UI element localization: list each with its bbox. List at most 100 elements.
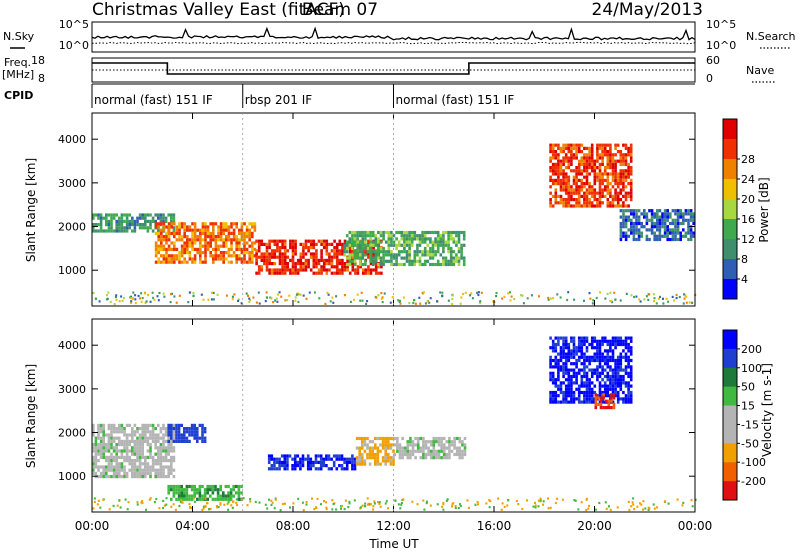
power-cell xyxy=(640,231,643,235)
power-cell xyxy=(276,268,279,272)
velocity-cell xyxy=(170,505,173,508)
velocity-cell xyxy=(567,342,571,347)
velocity-cell xyxy=(652,503,655,506)
power-cell xyxy=(457,230,461,235)
velocity-cell xyxy=(557,394,560,398)
power-cell xyxy=(183,235,186,239)
power-cell xyxy=(325,262,329,266)
power-cell xyxy=(593,175,597,179)
power-cell xyxy=(403,262,406,267)
velocity-cell xyxy=(157,433,160,437)
velocity-cell xyxy=(319,467,323,471)
velocity-cell xyxy=(116,504,119,507)
velocity-cell xyxy=(588,355,591,359)
velocity-cell xyxy=(361,456,364,460)
velocity-cell xyxy=(107,439,111,443)
power-cell xyxy=(107,226,111,230)
power-cell xyxy=(624,191,628,195)
power-cell xyxy=(289,246,292,250)
velocity-cell xyxy=(358,446,361,450)
power-cell xyxy=(627,172,630,176)
velocity-cell xyxy=(185,497,189,501)
velocity-cell xyxy=(387,443,390,447)
colorbar-tick-label: 28 xyxy=(741,153,755,166)
velocity-cell xyxy=(227,494,230,498)
velocity-cell xyxy=(614,368,617,372)
power-cell xyxy=(676,237,680,242)
velocity-cell xyxy=(564,397,568,401)
velocity-cell xyxy=(627,355,630,359)
velocity-cell xyxy=(283,460,287,464)
power-cell xyxy=(630,225,633,229)
velocity-cell xyxy=(149,433,152,437)
velocity-cell xyxy=(562,362,565,366)
power-cell xyxy=(307,239,310,243)
power-cell xyxy=(180,254,184,258)
power-cell xyxy=(382,230,385,235)
power-cell xyxy=(255,271,258,275)
velocity-cell xyxy=(585,387,589,391)
power-cell xyxy=(268,246,271,250)
power-cell xyxy=(173,254,176,258)
power-cell xyxy=(395,253,398,257)
velocity-cell xyxy=(267,467,271,471)
velocity-cell xyxy=(170,484,173,489)
power-cell xyxy=(554,166,558,170)
velocity-cell xyxy=(598,381,602,385)
power-cell xyxy=(585,198,589,202)
velocity-cell xyxy=(368,462,372,466)
velocity-cell xyxy=(557,400,560,404)
velocity-cell xyxy=(373,500,376,503)
power-cell xyxy=(416,246,419,251)
velocity-cell xyxy=(448,446,451,450)
power-cell xyxy=(449,253,453,257)
power-cell xyxy=(598,153,602,157)
power-cell xyxy=(379,230,383,235)
velocity-cell xyxy=(655,506,658,509)
velocity-cell xyxy=(229,488,233,492)
power-cell xyxy=(606,185,610,189)
power-cell xyxy=(379,246,383,251)
power-cell xyxy=(238,254,241,258)
power-cell xyxy=(167,231,171,235)
velocity-cell xyxy=(136,427,139,431)
power-cell xyxy=(115,213,118,217)
power-cell xyxy=(408,240,411,244)
power-cell xyxy=(382,246,385,251)
colorbar-tick-label: 12 xyxy=(741,233,755,246)
velocity-cell xyxy=(611,400,615,404)
power-cell xyxy=(211,291,213,294)
power-cell xyxy=(619,159,623,163)
velocity-cell xyxy=(94,462,98,466)
velocity-cell xyxy=(185,436,189,440)
velocity-cell xyxy=(593,390,597,395)
power-cell xyxy=(374,271,378,275)
power-cell xyxy=(564,175,568,179)
velocity-cell xyxy=(425,502,428,505)
power-cell xyxy=(92,213,95,217)
velocity-cell xyxy=(396,446,399,450)
power-cell xyxy=(130,297,133,300)
velocity-cell xyxy=(590,394,594,398)
power-cell xyxy=(345,234,349,238)
power-cell xyxy=(240,238,244,242)
velocity-cell xyxy=(603,336,607,340)
power-cell xyxy=(551,172,555,176)
power-cell xyxy=(606,166,610,170)
power-cell xyxy=(240,251,244,255)
power-cell xyxy=(170,241,173,245)
power-cell xyxy=(356,293,359,296)
power-cell xyxy=(364,268,368,272)
velocity-cell xyxy=(374,459,377,463)
power-cell xyxy=(643,212,646,216)
velocity-cell xyxy=(128,423,131,427)
velocity-cell xyxy=(601,378,604,382)
power-cell xyxy=(206,247,210,251)
velocity-cell xyxy=(283,464,287,468)
velocity-cell xyxy=(570,339,573,343)
velocity-cell xyxy=(575,365,578,369)
power-cell xyxy=(410,234,414,238)
power-cell xyxy=(325,258,329,262)
velocity-cell xyxy=(202,507,205,510)
power-cell xyxy=(583,185,586,189)
